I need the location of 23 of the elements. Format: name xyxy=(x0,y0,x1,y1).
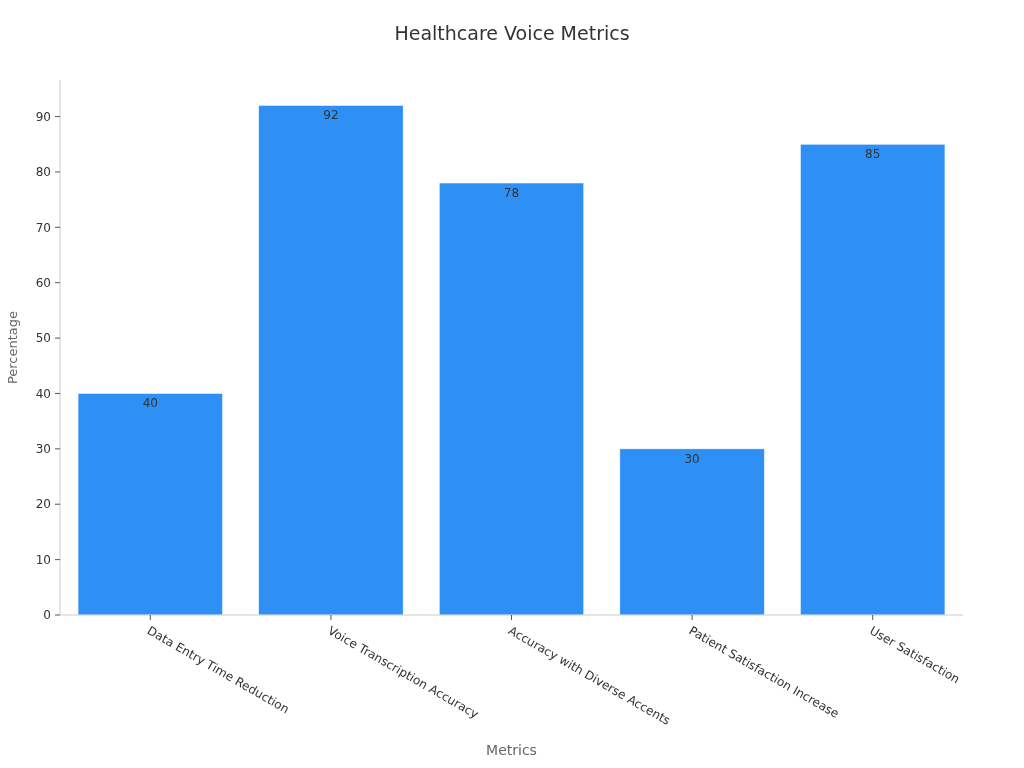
y-tick-label: 80 xyxy=(35,165,51,180)
data-label: 78 xyxy=(503,186,520,201)
y-axis-title: Percentage xyxy=(5,310,20,385)
bar xyxy=(800,143,946,616)
data-label: 85 xyxy=(865,147,881,162)
y-tick-label: 10 xyxy=(35,552,51,567)
bar xyxy=(258,105,404,616)
y-tick-label: 60 xyxy=(35,275,51,290)
data-label: 40 xyxy=(142,396,158,411)
y-tick-label: 70 xyxy=(35,220,51,235)
y-tick-label: 0 xyxy=(43,608,51,623)
chart-title: Healthcare Voice Metrics xyxy=(394,22,630,44)
bar xyxy=(619,448,765,616)
y-tick-label: 40 xyxy=(35,386,51,401)
bar xyxy=(439,182,584,616)
data-label: 30 xyxy=(684,451,700,466)
bar xyxy=(77,393,223,616)
x-axis-title: Metrics xyxy=(486,742,537,758)
y-tick-label: 50 xyxy=(35,331,51,346)
y-tick-label: 20 xyxy=(35,497,51,512)
y-tick-label: 30 xyxy=(35,442,51,457)
data-label: 92 xyxy=(323,108,339,123)
y-tick-label: 90 xyxy=(35,109,51,124)
